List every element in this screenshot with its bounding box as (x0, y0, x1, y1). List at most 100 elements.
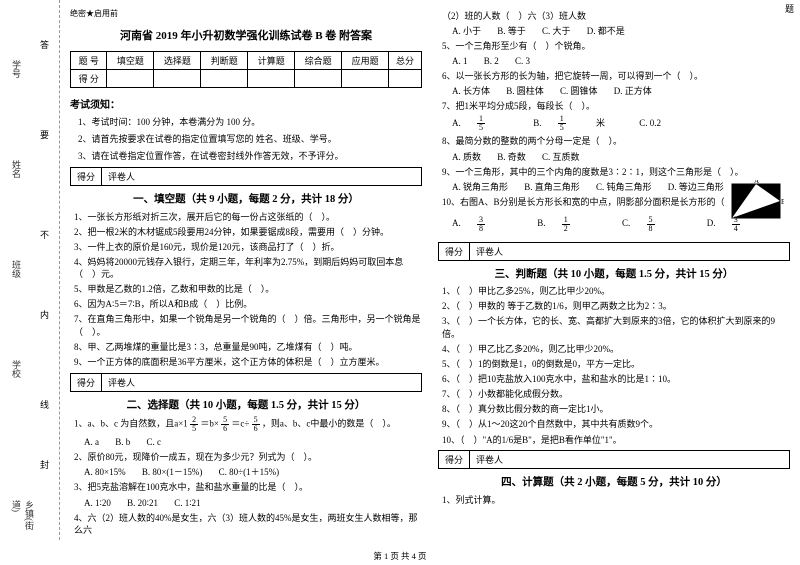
fraction: 15 (477, 115, 499, 132)
table-row: 得 分 (71, 70, 422, 88)
fraction: 12 (562, 216, 584, 233)
th: 总分 (389, 52, 422, 70)
question: 4、（ ）甲乙比乙多20%，则乙比甲少20%。 (442, 343, 790, 355)
question: 8、（ ）真分数比假分数的商一定比1小。 (442, 403, 790, 415)
question: 5、一个三角形至少有（ ）个锐角。 (442, 40, 790, 52)
th: 应用题 (342, 52, 389, 70)
question: 1、a、b、c 为自然数，且a×1 25 ＝b× 56 ＝c÷ 56 ，则a、b… (74, 416, 422, 433)
opt: C. 0.2 (639, 118, 661, 128)
opt: A. a (84, 437, 99, 447)
section-heading-3: 三、判断题（共 10 小题，每题 1.5 分，共计 15 分） (438, 266, 790, 281)
question: 8、最简分数的整数的两个分母一定是（ ）。 (442, 135, 790, 147)
question: 2、把一根2米的木材锯成5段要用24分钟，如果要锯成8段，需要用（ ）分钟。 (74, 226, 422, 238)
opt-pre: B. (537, 218, 545, 228)
notice-heading: 考试须知： (70, 96, 422, 111)
opt: C. 3 (515, 56, 530, 66)
opt-pre: A. (452, 118, 461, 128)
question: 10、（ ）"A的1/6是B"，是把B看作单位"1"。 (442, 434, 790, 446)
th: 题 号 (71, 52, 107, 70)
page-footer: 第 1 页 共 4 页 (0, 550, 800, 562)
th: 选择题 (154, 52, 201, 70)
options: A. 质数 B. 奇数 C. 互质数 (452, 151, 790, 163)
opt-pre: C. (622, 218, 630, 228)
fraction: 25 (190, 416, 198, 433)
fraction: 38 (477, 216, 499, 233)
q-text: ，则a、b、c中最小的数是（ ）。 (262, 419, 396, 429)
opt: A. 锐角三角形 (452, 182, 508, 192)
section-heading-2: 二、选择题（共 10 小题，每题 1.5 分，共计 15 分） (70, 397, 422, 412)
options: A. a B. b C. c (84, 436, 422, 448)
opt-suf: 米 (596, 118, 605, 128)
question: 7、把1米平均分成5段，每段长（ ）。 (442, 100, 790, 112)
opt: C. 大于 (542, 26, 571, 36)
opt: C. 1∶21 (174, 498, 200, 508)
question: 6、以一张长方形的长为轴，把它旋转一周，可以得到一个（ ）。 (442, 70, 790, 82)
opt: A. 长方体 (452, 86, 490, 96)
seal-word: 不 (38, 230, 51, 239)
td (154, 70, 201, 88)
options: A. 15 B. 15 米 C. 0.2 (452, 115, 790, 132)
fraction: 58 (647, 216, 669, 233)
section-scorebox: 得分 评卷人 (438, 242, 790, 261)
td (389, 70, 422, 88)
opt: B. 20∶21 (127, 498, 158, 508)
scorebox-label: 评卷人 (470, 451, 509, 468)
td: 得 分 (71, 70, 107, 88)
fraction: 15 (558, 115, 580, 132)
opt-pre: A. (452, 218, 461, 228)
section-scorebox: 得分 评卷人 (438, 450, 790, 469)
th: 填空题 (107, 52, 154, 70)
question: 1、一张长方形纸对折三次，展开后它的每一份占这张纸的（ ）。 (74, 211, 422, 223)
binding-margin: 乡镇(街道) 学校 班级 姓名 学号 封 线 内 不 要 答 (4, 0, 60, 540)
question: 6、因为A∶5＝7∶B，所以A和B成（ ）比例。 (74, 298, 422, 310)
scorebox-label: 得分 (71, 374, 102, 391)
binding-field-school: 学校 (10, 360, 23, 378)
notice-item: 1、考试时间：100 分钟，本卷满分为 100 分。 (78, 115, 422, 128)
opt: A. 质数 (452, 152, 481, 162)
question: 9、一个正方体的底面积是36平方厘米，这个正方体的体积是（ ）立方厘米。 (74, 356, 422, 368)
th: 判断题 (201, 52, 248, 70)
question: 4、妈妈将20000元钱存入银行，定期三年，年利率为2.75%，到期后妈妈可取回… (74, 256, 422, 280)
td (342, 70, 389, 88)
notice-item: 3、请在试卷指定位置作答，在试卷密封线外作答无效，不予评分。 (78, 149, 422, 162)
secret-label: 绝密★启用前 (70, 8, 422, 19)
question: 7、（ ）小数都能化成假分数。 (442, 388, 790, 400)
opt: B. 等于 (497, 26, 526, 36)
opt: B. b (115, 437, 130, 447)
q-text: 1、a、b、c 为自然数，且a×1 (74, 419, 188, 429)
question: 8、甲、乙两堆煤的重量比是3∶3，总重量是90吨，乙堆煤有（ ）吨。 (74, 341, 422, 353)
seal-word: 封 (38, 460, 51, 469)
scorebox-label: 得分 (439, 243, 470, 260)
question: 1、（ ）甲比乙多25%，则乙比甲少20%。 (442, 285, 790, 297)
opt: C. 80÷(1＋15%) (219, 467, 279, 477)
opt: D. 都不是 (587, 26, 625, 36)
question: 3、把5克盐溶解在100克水中，盐和盐水重量的比是（ ）。 (74, 481, 422, 493)
table-row: 题 号 填空题 选择题 判断题 计算题 综合题 应用题 总分 (71, 52, 422, 70)
opt: A. 1∶20 (84, 498, 111, 508)
question: 6、（ ）把10克盐放入100克水中，盐和盐水的比是1∶10。 (442, 373, 790, 385)
question: 5、甲数是乙数的1.2倍，乙数和甲数的比是（ ）。 (74, 283, 422, 295)
question: 2、（ ）甲数的 等于乙数的1/6，则甲乙两数之比为2∶3。 (442, 300, 790, 312)
opt-pre: D. (707, 218, 716, 228)
opt: C. 圆锥体 (560, 86, 598, 96)
q-text: ＝b× (200, 419, 219, 429)
diagram-label-b: B (781, 198, 784, 206)
scorebox-label: 评卷人 (102, 168, 141, 185)
question: 9、一个三角形，其中的三个内角的度数是3∶2∶1，则这个三角形是（ ）。 (442, 166, 790, 178)
section-heading-4: 四、计算题（共 2 小题，每题 5 分，共计 10 分） (438, 474, 790, 489)
opt: B. 奇数 (497, 152, 526, 162)
td (295, 70, 342, 88)
binding-field-town: 乡镇(街道) (10, 500, 36, 540)
left-column: 绝密★启用前 河南省 2019 年小升初数学强化训练试卷 B 卷 附答案 题 号… (70, 8, 422, 543)
question: 7、在直角三角形中，如果一个锐角是另一个锐角的（ ）倍。三角形中，另一个锐角是（… (74, 313, 422, 337)
seal-word: 要 (38, 130, 51, 139)
opt: B. 2 (484, 56, 499, 66)
options: A. 80×15% B. 80×(1－15%) C. 80÷(1＋15%) (84, 466, 422, 478)
seal-word: 内 (38, 310, 51, 319)
options: A. 1 B. 2 C. 3 (452, 55, 790, 67)
opt: D. 等边三角形 (668, 182, 724, 192)
opt: C. 钝角三角形 (596, 182, 652, 192)
binding-field-id: 学号 (10, 60, 23, 78)
question: 2、原价80元，现降价一成五，现在为多少元？列式为（ ）。 (74, 451, 422, 463)
th: 综合题 (295, 52, 342, 70)
